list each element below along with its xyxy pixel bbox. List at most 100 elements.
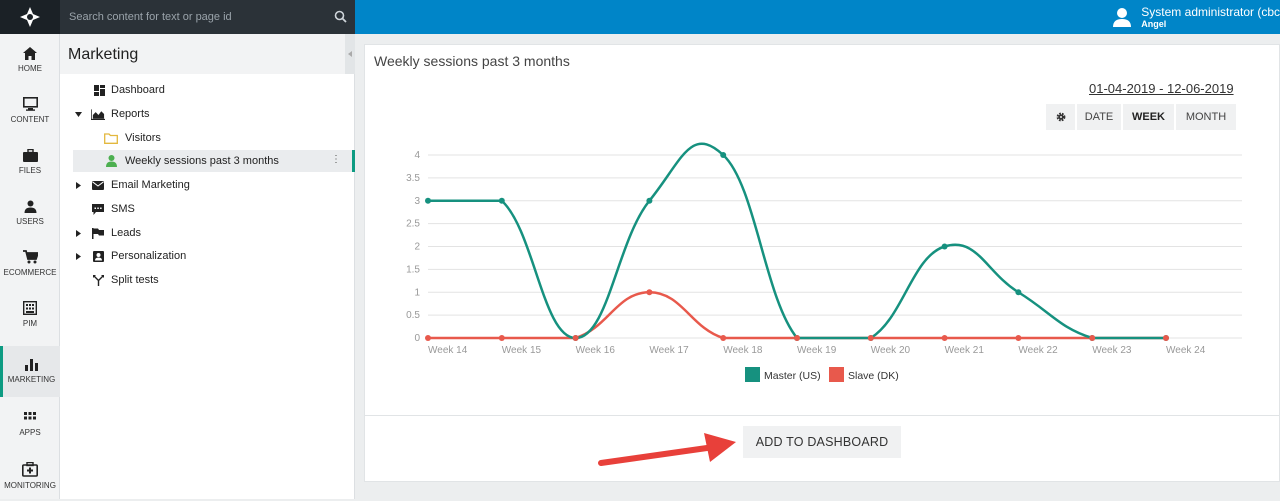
- nav-item-apps[interactable]: APPS: [0, 399, 60, 450]
- date-range-link[interactable]: 01-04-2019 - 12-06-2019: [1089, 81, 1234, 96]
- nav-item-pim[interactable]: PIM: [0, 289, 60, 340]
- y-tick-label: 2: [414, 242, 420, 253]
- x-tick-label: Week 18: [723, 345, 763, 356]
- y-tick-label: 1: [414, 287, 420, 298]
- month-button[interactable]: MONTH: [1176, 104, 1236, 130]
- search-input[interactable]: Search content for text or page id: [69, 11, 232, 23]
- nav-label: CONTENT: [10, 115, 50, 124]
- data-point: [867, 335, 874, 341]
- building-icon: [23, 301, 37, 315]
- nav-label: PIM: [22, 319, 38, 328]
- tree-item-dashboard[interactable]: Dashboard: [60, 79, 355, 101]
- annotation-arrow-icon: [598, 433, 736, 466]
- settings-button[interactable]: [1046, 104, 1075, 130]
- contact-card-icon: [91, 249, 105, 263]
- x-tick-label: Week 17: [649, 345, 689, 356]
- tree-item-label: Reports: [111, 108, 150, 120]
- nav-item-ecommerce[interactable]: ECOMMERCE: [0, 238, 60, 289]
- more-options-icon[interactable]: ⋮: [331, 154, 341, 165]
- y-tick-label: 2.5: [406, 219, 420, 230]
- y-tick-label: 0.5: [406, 310, 420, 321]
- nav-item-marketing[interactable]: MARKETING: [0, 346, 60, 397]
- marketing-tree-panel: Marketing Dashboard Reports Visitors Wee…: [60, 34, 355, 499]
- legend-swatch: [745, 367, 760, 382]
- nav-item-monitoring[interactable]: MONITORING: [0, 450, 60, 501]
- nav-label: FILES: [18, 165, 42, 175]
- y-tick-label: 4: [414, 150, 420, 161]
- logo[interactable]: [0, 0, 60, 34]
- nav-label: MONITORING: [4, 480, 56, 490]
- data-point: [646, 197, 653, 204]
- tree-item-sms[interactable]: SMS: [60, 198, 355, 220]
- user-icon: [24, 200, 36, 213]
- legend-label: Slave (DK): [848, 370, 899, 382]
- x-tick-label: Week 19: [797, 345, 837, 356]
- data-point: [498, 335, 505, 341]
- chevron-left-icon: [348, 51, 352, 57]
- split-icon: [91, 273, 105, 287]
- nav-item-files[interactable]: FILES: [0, 136, 60, 187]
- report-title: Weekly sessions past 3 months: [374, 53, 570, 69]
- tree-item-label: Email Marketing: [111, 179, 190, 191]
- search-icon[interactable]: [334, 10, 347, 23]
- tree-item-email-marketing[interactable]: Email Marketing: [60, 174, 355, 196]
- period-toggle: DATE WEEK MONTH: [1046, 104, 1238, 130]
- data-point: [498, 197, 505, 204]
- data-point: [794, 335, 800, 341]
- tree-title: Marketing: [68, 46, 139, 63]
- briefcase-icon: [22, 148, 38, 162]
- series-line: [427, 142, 1166, 340]
- data-point: [1089, 335, 1096, 341]
- envelope-icon: [91, 178, 105, 192]
- report-panel: Weekly sessions past 3 months 01-04-2019…: [364, 44, 1280, 482]
- x-tick-label: Week 16: [576, 345, 616, 356]
- date-button[interactable]: DATE: [1077, 104, 1121, 130]
- nav-item-content[interactable]: CONTENT: [0, 85, 60, 136]
- user-menu[interactable]: System administrator (cbc Angel: [1111, 2, 1280, 32]
- data-point: [720, 152, 727, 158]
- grid-icon: [24, 412, 36, 420]
- tree-item-leads[interactable]: Leads: [60, 222, 355, 244]
- caret-down-icon[interactable]: [74, 110, 82, 118]
- tree-item-label: SMS: [111, 203, 135, 215]
- nav-label: ECOMMERCE: [3, 268, 57, 277]
- data-point: [1163, 335, 1169, 341]
- tree-item-weekly-sessions[interactable]: Weekly sessions past 3 months ⋮: [73, 150, 355, 172]
- user-subtitle: Angel: [1141, 18, 1167, 29]
- user-icon: [104, 154, 118, 168]
- x-tick-label: Week 23: [1092, 345, 1132, 356]
- area-chart-icon: [91, 107, 105, 121]
- data-point: [941, 335, 948, 341]
- dashboard-icon: [92, 83, 106, 97]
- home-icon: [23, 46, 37, 60]
- comment-icon: [91, 202, 105, 216]
- nav-label: HOME: [18, 63, 42, 73]
- tree-item-visitors[interactable]: Visitors: [60, 127, 355, 149]
- tree-item-label: Split tests: [111, 274, 159, 286]
- tree-header: Marketing: [60, 34, 355, 74]
- tree-item-split-tests[interactable]: Split tests: [60, 269, 355, 291]
- data-point: [646, 289, 653, 296]
- data-point: [1015, 335, 1022, 341]
- add-to-dashboard-button[interactable]: ADD TO DASHBOARD: [743, 426, 901, 458]
- flag-icon: [91, 226, 105, 240]
- data-point: [1015, 289, 1022, 296]
- legend-swatch: [829, 367, 844, 382]
- data-point: [941, 243, 948, 250]
- x-tick-label: Week 15: [502, 345, 542, 356]
- week-button[interactable]: WEEK: [1123, 104, 1174, 130]
- collapse-panel-button[interactable]: [345, 34, 355, 74]
- caret-right-icon[interactable]: [74, 229, 82, 237]
- caret-right-icon[interactable]: [74, 181, 82, 189]
- caret-right-icon[interactable]: [74, 252, 82, 260]
- tree-item-reports[interactable]: Reports: [60, 103, 355, 125]
- tree-item-label: Weekly sessions past 3 months: [125, 155, 279, 167]
- tree-item-label: Leads: [111, 227, 141, 239]
- sessions-line-chart: 0 0.5 1 1.5 2 2.5 3 3.5 4 Week 14 Week 15 Week 16 We…: [406, 142, 1242, 382]
- gear-icon: [1056, 112, 1065, 122]
- nav-label: MARKETING: [7, 375, 56, 384]
- nav-item-home[interactable]: HOME: [0, 34, 60, 85]
- tree-item-personalization[interactable]: Personalization: [60, 245, 355, 267]
- search-bar: Search content for text or page id: [60, 0, 355, 34]
- nav-item-users[interactable]: USERS: [0, 187, 60, 238]
